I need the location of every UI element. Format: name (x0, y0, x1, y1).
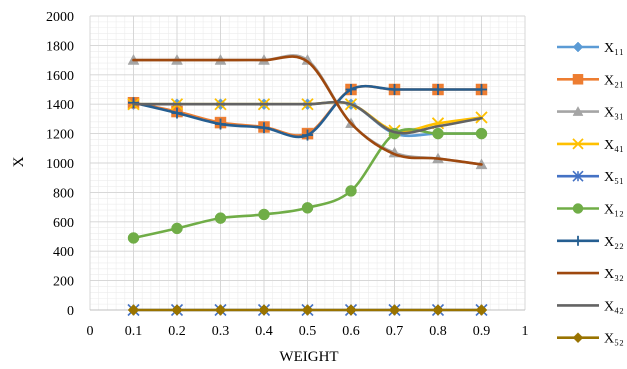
data-point (302, 129, 313, 141)
y-axis-title: X (11, 156, 27, 167)
axes: 0 0.1 0.2 0.3 0.4 0.5 0.6 0.7 0.8 0.9 1 0 200 400 600 8… (46, 10, 529, 339)
y-tick-label: 0 (67, 304, 74, 319)
y-tick-label: 1600 (46, 69, 74, 84)
data-point (258, 208, 270, 221)
y-tick-label: 2000 (46, 10, 74, 25)
x-tick-label: 0.9 (473, 324, 491, 339)
series-line (132, 55, 483, 166)
legend-label: X₃₂ (604, 267, 624, 282)
series-6 (127, 127, 488, 244)
legend-swatch-marker (572, 170, 584, 182)
legend-item: X₂₂ (557, 235, 624, 250)
series-9 (132, 100, 483, 135)
legend-label: X₄₂ (604, 299, 624, 314)
series-group (127, 54, 488, 317)
x-tick-label: 0 (87, 324, 94, 339)
data-point (258, 304, 270, 316)
data-point (127, 232, 140, 244)
series-8 (132, 55, 483, 166)
data-point (171, 222, 183, 235)
data-point (301, 304, 314, 316)
legend-item: X₂₁ (557, 73, 624, 88)
y-tick-label: 1400 (46, 98, 74, 113)
x-tick-label: 0.1 (125, 324, 143, 339)
legend-swatch-marker (572, 203, 584, 214)
data-point (214, 304, 227, 316)
legend-swatch-marker (573, 235, 583, 246)
data-point (345, 84, 357, 95)
x-tick-label: 0.4 (255, 324, 273, 339)
data-point (128, 97, 139, 109)
legend-swatch-marker (572, 74, 584, 85)
y-tick-label: 200 (53, 275, 74, 290)
x-tick-label: 0.3 (212, 324, 230, 339)
data-point (301, 202, 314, 214)
data-point (171, 304, 183, 316)
x-tick-label: 0.7 (386, 324, 404, 339)
y-tick-label: 1000 (46, 157, 74, 172)
x-tick-label: 0.5 (299, 324, 317, 339)
legend-swatch-marker (572, 138, 584, 150)
x-tick-label: 0.8 (429, 324, 447, 339)
x-axis-title: WEIGHT (279, 349, 338, 365)
legend-swatch-marker (572, 332, 584, 344)
data-point (214, 212, 227, 224)
legend-item: X₃₁ (557, 106, 624, 121)
legend-label: X₄₁ (604, 138, 624, 153)
x-tick-label: 1 (522, 324, 529, 339)
y-tick-label: 1800 (46, 39, 74, 54)
legend: X₁₁ X₂₁ X₃₁ X₄₁ X₅₁ X₁₂ X₂₂ X₃₂ X₄₂ X₅₂ (557, 41, 624, 347)
y-tick-label: 800 (53, 186, 74, 201)
data-point (432, 304, 444, 316)
data-point (215, 118, 226, 130)
legend-item: X₃₂ (557, 267, 624, 282)
x-tick-label: 0.2 (168, 324, 186, 339)
legend-label: X₅₂ (604, 332, 624, 347)
series-7 (128, 84, 487, 141)
legend-item: X₁₂ (557, 203, 624, 218)
data-point (432, 84, 444, 95)
data-point (171, 107, 183, 119)
data-point (432, 127, 444, 140)
series-10 (127, 304, 488, 316)
legend-swatch-marker (572, 106, 584, 116)
data-point (345, 304, 357, 316)
legend-label: X₃₁ (604, 106, 624, 121)
y-tick-label: 1200 (46, 128, 74, 143)
data-point (127, 304, 140, 316)
y-tick-label: 600 (53, 216, 74, 231)
series-line (132, 100, 483, 135)
data-point (345, 185, 357, 197)
legend-label: X₂₁ (604, 73, 624, 88)
data-point (476, 84, 487, 95)
legend-item: X₅₁ (557, 170, 624, 185)
legend-item: X₄₂ (557, 299, 624, 314)
data-point (475, 127, 488, 140)
legend-label: X₅₁ (604, 170, 624, 185)
legend-item: X₄₁ (557, 138, 624, 153)
legend-swatch-marker (572, 41, 584, 53)
legend-item: X₁₁ (557, 41, 624, 56)
x-tick-label: 0.6 (342, 324, 360, 339)
data-point (388, 304, 401, 316)
marker-stroke (572, 138, 584, 150)
data-point (258, 122, 270, 134)
data-point (475, 304, 488, 316)
y-tick-label: 400 (53, 245, 74, 260)
legend-item: X₅₂ (557, 332, 624, 347)
data-point (389, 84, 400, 95)
legend-label: X₁₁ (604, 41, 624, 56)
legend-label: X₂₂ (604, 235, 624, 250)
legend-label: X₁₂ (604, 203, 624, 218)
